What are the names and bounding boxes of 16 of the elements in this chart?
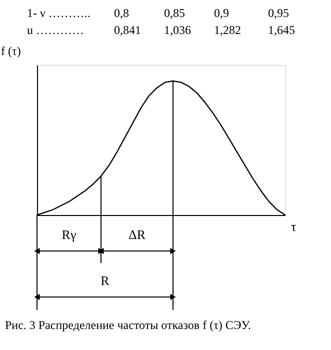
y-axis-title: f (τ) [1, 44, 21, 58]
text: 0,95 [268, 6, 289, 20]
text: 1,036 [164, 23, 191, 37]
text: 0,9 [214, 6, 229, 20]
text: Рис. 3 Распределение частоты отказов f (τ) СЭУ. [5, 318, 251, 332]
text: 0,85 [164, 6, 185, 20]
text: 0,841 [114, 23, 141, 37]
text: ΔR [128, 227, 146, 242]
x-axis-title: τ [291, 219, 296, 234]
text: 1- ν ……….. [27, 6, 90, 20]
text: 0,8 [114, 6, 129, 20]
text: Rγ [62, 227, 76, 242]
text: 1,645 [268, 23, 295, 37]
text: 1,282 [214, 23, 241, 37]
text: u ………… [27, 23, 84, 37]
text: R [100, 273, 110, 288]
